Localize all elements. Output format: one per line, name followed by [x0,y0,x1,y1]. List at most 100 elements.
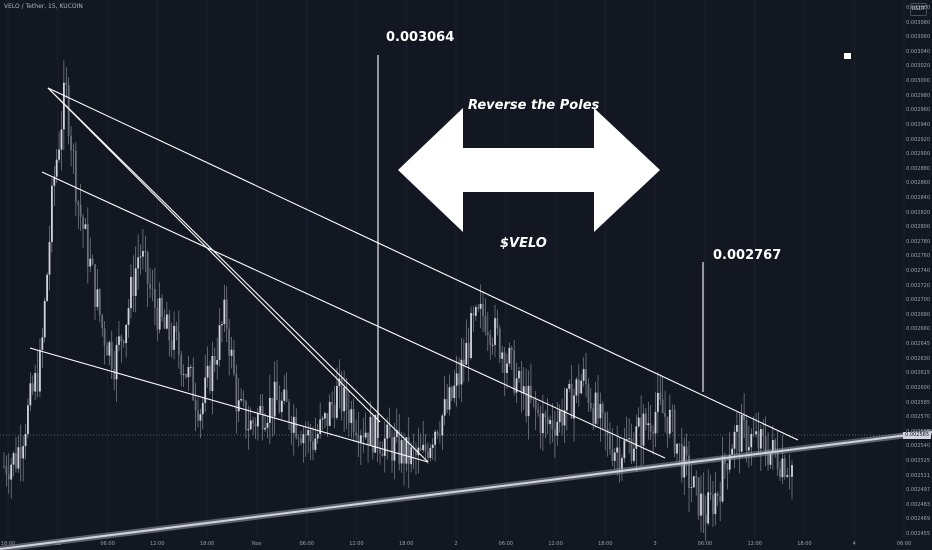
candle-body [613,452,616,461]
candle-body [427,451,429,458]
candle-body [450,387,453,399]
y-tick-label: 0.003040 [906,48,930,55]
candle-body [142,250,144,257]
candle-body [424,444,427,452]
candle-body [43,300,46,338]
candle-body [345,387,348,411]
candle-body [256,412,259,427]
candle-body [599,403,602,419]
candle-body [747,447,750,451]
candle-body [474,307,477,316]
candle-body [721,456,724,502]
candle-body [130,276,132,309]
candle-body [187,367,190,378]
candle-body [671,409,674,411]
y-tick-label: 0.002680 [906,311,930,318]
candle-body [676,443,678,454]
candle-body [19,447,22,459]
candle-body [525,386,528,417]
candle-body [609,434,611,450]
candle-body [151,288,154,290]
candle-body [549,420,551,425]
candle-body [704,515,707,524]
candle-body [635,426,638,449]
candle-body [764,436,767,454]
candle-body [786,475,789,477]
currency-button[interactable]: USDT [910,3,927,16]
candle-body [165,314,168,329]
candle-body [652,431,654,434]
candle-body [522,386,525,394]
candle-body [295,416,298,438]
candle-body [776,451,779,470]
candle-body [520,370,523,394]
y-tick-label: 0.002469 [906,516,930,523]
candle-body [736,424,738,432]
candle-body [27,405,29,435]
candle-body [779,469,781,478]
candle-body [702,493,705,516]
candle-body [15,453,17,469]
candle-body [233,349,235,374]
candle-body [314,438,317,450]
candle-body [285,389,288,402]
x-tick-label: 12:00 [150,541,165,547]
candle-body [84,224,87,229]
candle-body [755,431,757,435]
candle-body [518,370,520,379]
candle-body [743,414,745,421]
candle-body [388,424,391,438]
candle-body [601,403,604,414]
flag-icon [844,53,851,59]
candle-body [31,383,34,392]
candle-body [417,447,420,456]
candle-body [197,410,199,421]
candle-body [771,440,774,453]
candle-body [728,454,731,470]
candle-body [70,135,72,150]
candle-body [649,423,652,432]
trendline-steep-2 [47,87,381,423]
candle-body [781,458,784,478]
y-tick-label: 0.003060 [906,34,930,41]
candle-body [247,429,250,431]
x-tick-label: 18:00 [0,541,16,547]
candle-body [72,149,75,151]
candle-body [36,373,39,392]
candle-body [443,399,446,416]
candle-body [218,325,221,360]
candle-body [252,420,254,424]
candle-body [759,429,762,449]
candle-body [29,383,32,406]
candle-body [403,440,405,464]
candle-body [185,374,187,378]
candle-body [592,408,595,424]
candle-body [573,395,575,419]
candle-body [173,325,175,350]
candle-body [383,438,386,456]
candle-body [467,342,470,359]
candle-body [415,449,417,456]
candle-body [312,441,314,450]
candle-body [436,431,439,436]
candle-body [74,150,77,203]
candle-body [77,202,80,206]
candle-body [336,386,338,418]
candle-body [103,328,106,346]
candle-body [791,465,793,477]
candle-body [580,380,583,394]
candle-body [455,373,458,386]
candle-body [276,381,278,401]
chart-grid [0,0,905,538]
candle-body [122,341,125,344]
candle-body [752,433,755,435]
candle-body [621,458,623,470]
candle-body [192,366,195,401]
candle-body [46,274,49,301]
candle-body [268,397,271,423]
candle-body [359,435,362,443]
candle-body [661,399,664,414]
candle-body [594,392,597,424]
candle-body [407,437,410,465]
